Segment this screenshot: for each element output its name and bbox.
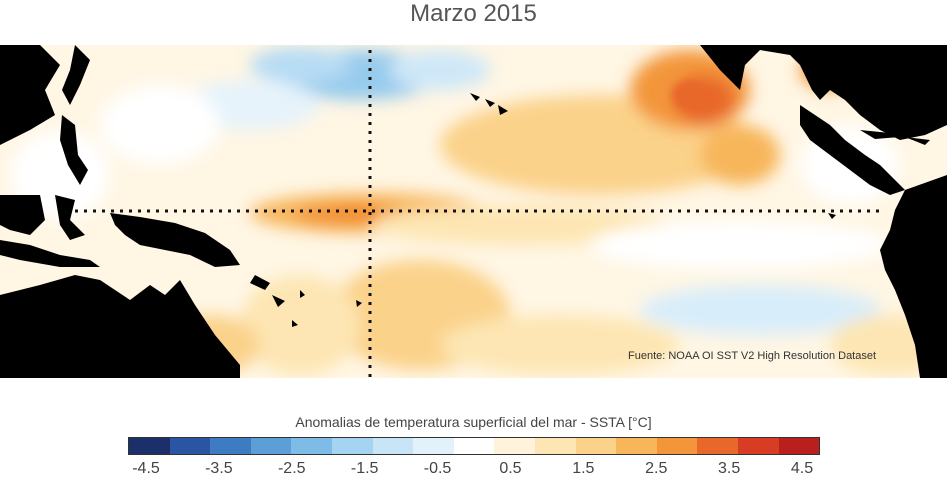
colorbar-swatch [250,438,292,454]
colorbar-tick-label: -3.5 [205,460,233,477]
colorbar-tick-label: 2.5 [645,460,668,477]
colorbar-swatch [494,438,535,454]
colorbar-swatch [453,438,495,454]
colorbar-swatch [291,438,332,454]
colorbar-swatch [169,438,211,454]
colorbar-swatch [210,438,251,454]
colorbar-tick-label: -1.5 [350,460,379,477]
colorbar-tick-label: -0.5 [423,460,452,477]
land-masses [0,45,947,378]
data-source-credit: Fuente: NOAA OI SST V2 High Resolution D… [628,350,877,362]
colorbar-swatch [778,438,820,454]
colorbar-tick-label: -4.5 [132,460,160,477]
colorbar-tick-label: -2.5 [277,460,306,477]
colorbar-swatch [656,438,698,454]
colorbar-swatch [697,438,738,454]
colorbar-tick-label: 3.5 [717,460,741,477]
colorbar-swatch [129,438,170,454]
colorbar-swatch [413,438,454,454]
colorbar-tick-label: 0.5 [499,460,522,477]
colorbar-swatch [737,438,779,454]
colorbar-swatch [616,438,657,454]
colorbar-title: Anomalias de temperatura superficial del… [295,414,652,430]
map-title: Marzo 2015 [410,0,537,27]
ssta-map [0,45,947,378]
colorbar-swatch [331,438,373,454]
colorbar-tick-label: 4.5 [790,460,814,477]
colorbar-swatch [534,438,576,454]
colorbar-swatch [575,438,617,454]
colorbar [128,437,820,455]
colorbar-swatch [372,438,414,454]
colorbar-tick-label: 1.5 [572,460,595,477]
